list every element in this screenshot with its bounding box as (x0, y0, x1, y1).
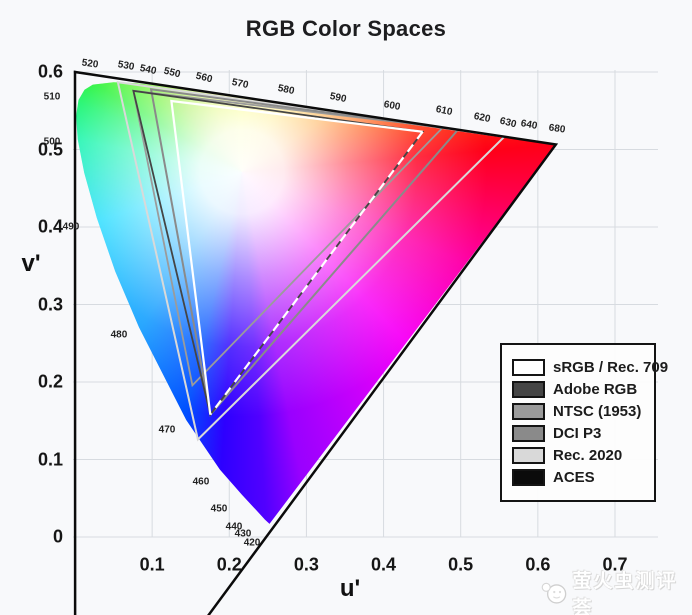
legend-swatch-ntsc-1953 (512, 403, 545, 420)
legend-item-srgb-rec-709: sRGB / Rec. 709 (512, 359, 668, 376)
y-tick-0.4: 0.4 (37, 216, 63, 237)
wavelength-label-420: 420 (243, 537, 261, 549)
y-tick-0.1: 0.1 (37, 449, 63, 469)
legend-label-srgb-rec-709: sRGB / Rec. 709 (553, 359, 669, 376)
legend-box: sRGB / Rec. 709 Adobe RGB NTSC (1953) DCI P… (500, 343, 668, 502)
wavelength-label-510: 510 (43, 91, 61, 103)
gamut-aces (73, 70, 559, 615)
wavelength-label-500: 500 (43, 136, 61, 148)
gamut-ntsc-1953 (132, 89, 445, 388)
x-axis-title: u' (339, 575, 361, 602)
wavelength-label-680: 680 (547, 122, 566, 136)
y-tick-0.5: 0.5 (37, 139, 63, 159)
legend-label-ntsc-1953: NTSC (1953) (553, 403, 642, 420)
y-tick-0: 0 (52, 526, 63, 547)
firefly-logo-icon (541, 582, 567, 604)
legend-item-adobe-rgb: Adobe RGB (512, 381, 654, 398)
wavelength-label-460: 460 (192, 476, 210, 488)
legend-label-dci-p3: DCI P3 (553, 425, 602, 442)
legend-swatch-rec-2020 (512, 447, 545, 464)
legend-item-dci-p3: DCI P3 (512, 425, 654, 442)
y-tick-0.2: 0.2 (37, 371, 63, 392)
watermark: 萤火虫测评荟 (541, 566, 692, 615)
x-tick-0.1: 0.1 (139, 554, 165, 575)
wavelength-label-480: 480 (110, 329, 128, 341)
wavelength-label-440: 440 (225, 521, 243, 533)
legend-label-adobe-rgb: Adobe RGB (553, 381, 638, 398)
x-tick-0.3: 0.3 (293, 554, 319, 575)
gamut-srgb-rec-709-dashed-edge (209, 131, 424, 416)
wavelength-label-470: 470 (158, 424, 176, 436)
legend-item-ntsc-1953: NTSC (1953) (512, 403, 654, 420)
page-title: RGB Color Spaces (245, 16, 447, 41)
gamut-srgb-rec-709 (170, 99, 423, 415)
wavelength-label-520: 520 (80, 57, 99, 71)
legend-item-rec-2020: Rec. 2020 (512, 447, 654, 464)
wavelength-label-450: 450 (210, 503, 228, 515)
legend-swatch-srgb-rec-709 (512, 359, 545, 376)
wavelength-label-430: 430 (234, 528, 252, 540)
wavelength-label-490: 490 (62, 221, 80, 233)
x-tick-0.2: 0.2 (216, 554, 242, 575)
x-tick-0.7: 0.7 (602, 554, 628, 575)
legend-label-aces: ACES (553, 469, 595, 486)
legend-swatch-dci-p3 (512, 425, 545, 442)
x-tick-0.5: 0.5 (448, 554, 474, 575)
legend-label-rec-2020: Rec. 2020 (553, 447, 623, 464)
legend-item-aces: ACES (512, 469, 654, 486)
y-tick-0.3: 0.3 (37, 294, 63, 314)
gamut-dci-p3 (149, 88, 460, 417)
watermark-text: 萤火虫测评荟 (572, 571, 678, 615)
y-axis-title: v' (21, 250, 41, 277)
y-tick-0.6: 0.6 (37, 61, 63, 82)
legend-swatch-adobe-rgb (512, 381, 545, 398)
legend-swatch-aces (512, 469, 545, 486)
x-tick-0.4: 0.4 (371, 554, 397, 575)
x-tick-0.6: 0.6 (525, 554, 551, 575)
